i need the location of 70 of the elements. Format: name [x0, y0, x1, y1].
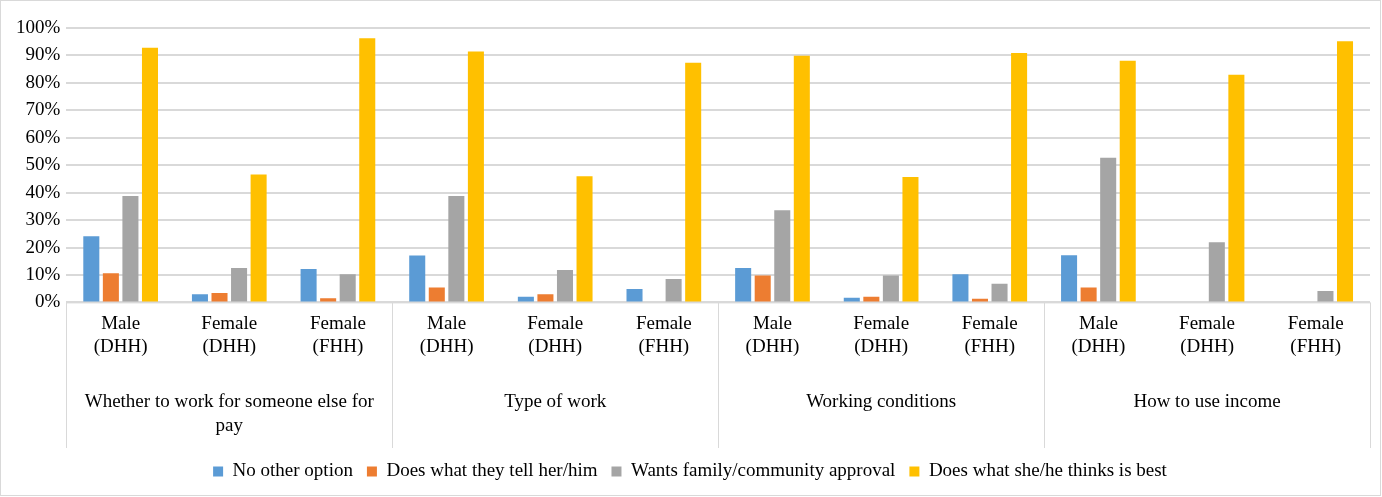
text: Whether to work for someone else for pay: [84, 389, 375, 435]
bar: [1208, 242, 1225, 302]
bar: [122, 195, 139, 302]
bar: [685, 62, 702, 302]
bar: [754, 275, 771, 302]
legend-label: Does what they tell her/him: [386, 459, 598, 481]
y-tick-label: 20%: [25, 235, 61, 257]
x-tick-label: Female (FHH): [309, 311, 366, 357]
x-tick-label: Female (DHH): [1179, 311, 1236, 357]
bar: [665, 279, 682, 302]
bar: [300, 268, 317, 302]
bar: [793, 55, 810, 302]
bar: [991, 283, 1008, 302]
bar: [1228, 74, 1245, 302]
bar: [1337, 41, 1354, 302]
x-tick-label: Male (DHH): [419, 311, 474, 357]
x-tick-label: Female (DHH): [201, 311, 258, 357]
bar: [428, 287, 445, 302]
bar: [774, 210, 791, 302]
bar: [141, 47, 158, 302]
bar: [102, 273, 119, 302]
bar: [1317, 290, 1334, 302]
y-tick-label: 30%: [25, 208, 61, 230]
bar: [576, 176, 593, 302]
legend-label: No other option: [232, 459, 354, 481]
y-tick-label: 90%: [25, 43, 61, 65]
bar: [83, 236, 100, 302]
y-tick-label: 70%: [25, 98, 61, 120]
bar: [467, 51, 484, 302]
y-tick-label: 0%: [35, 290, 61, 312]
x-tick-label: Female (FHH): [635, 311, 692, 357]
x-tick-label: Female (DHH): [527, 311, 584, 357]
x-tick-label: Female (FHH): [1287, 311, 1344, 357]
bar: [231, 268, 248, 302]
text: Type of work: [504, 389, 607, 411]
bar: [1011, 52, 1028, 302]
legend-label: Wants family/community approval: [630, 459, 896, 481]
bar: [250, 174, 267, 302]
bar: [1080, 287, 1097, 302]
bar: [359, 38, 376, 302]
bar: [882, 275, 899, 302]
y-tick-label: 40%: [25, 180, 61, 202]
y-tick-label: 80%: [25, 70, 61, 92]
x-tick-label: Male (DHH): [745, 311, 800, 357]
bar: [902, 177, 919, 302]
y-tick-label: 60%: [25, 125, 61, 147]
x-tick-label: Female (DHH): [853, 311, 910, 357]
x-tick-label: Male (DHH): [1071, 311, 1126, 357]
bar: [556, 270, 573, 302]
bar: [537, 294, 554, 302]
text: Working conditions: [806, 389, 957, 411]
bar: [1119, 60, 1136, 302]
x-tick-label: Male (DHH): [93, 311, 148, 357]
bar: [339, 274, 356, 302]
text: How to use income: [1133, 389, 1281, 411]
bar: [409, 255, 426, 302]
bar: [952, 274, 969, 302]
bar: [1100, 157, 1117, 302]
bar: [211, 293, 228, 302]
bar: [1061, 255, 1078, 302]
legend-label: Does what she/he thinks is best: [928, 459, 1168, 481]
y-tick-label: 10%: [25, 262, 61, 284]
bar: [320, 298, 337, 302]
bar: [448, 195, 465, 302]
y-tick-label: 100%: [16, 15, 61, 37]
x-tick-label: Female (FHH): [961, 311, 1018, 357]
bar: [191, 294, 208, 302]
bar: [735, 268, 752, 302]
bar: [626, 288, 643, 302]
y-tick-label: 50%: [25, 153, 61, 175]
